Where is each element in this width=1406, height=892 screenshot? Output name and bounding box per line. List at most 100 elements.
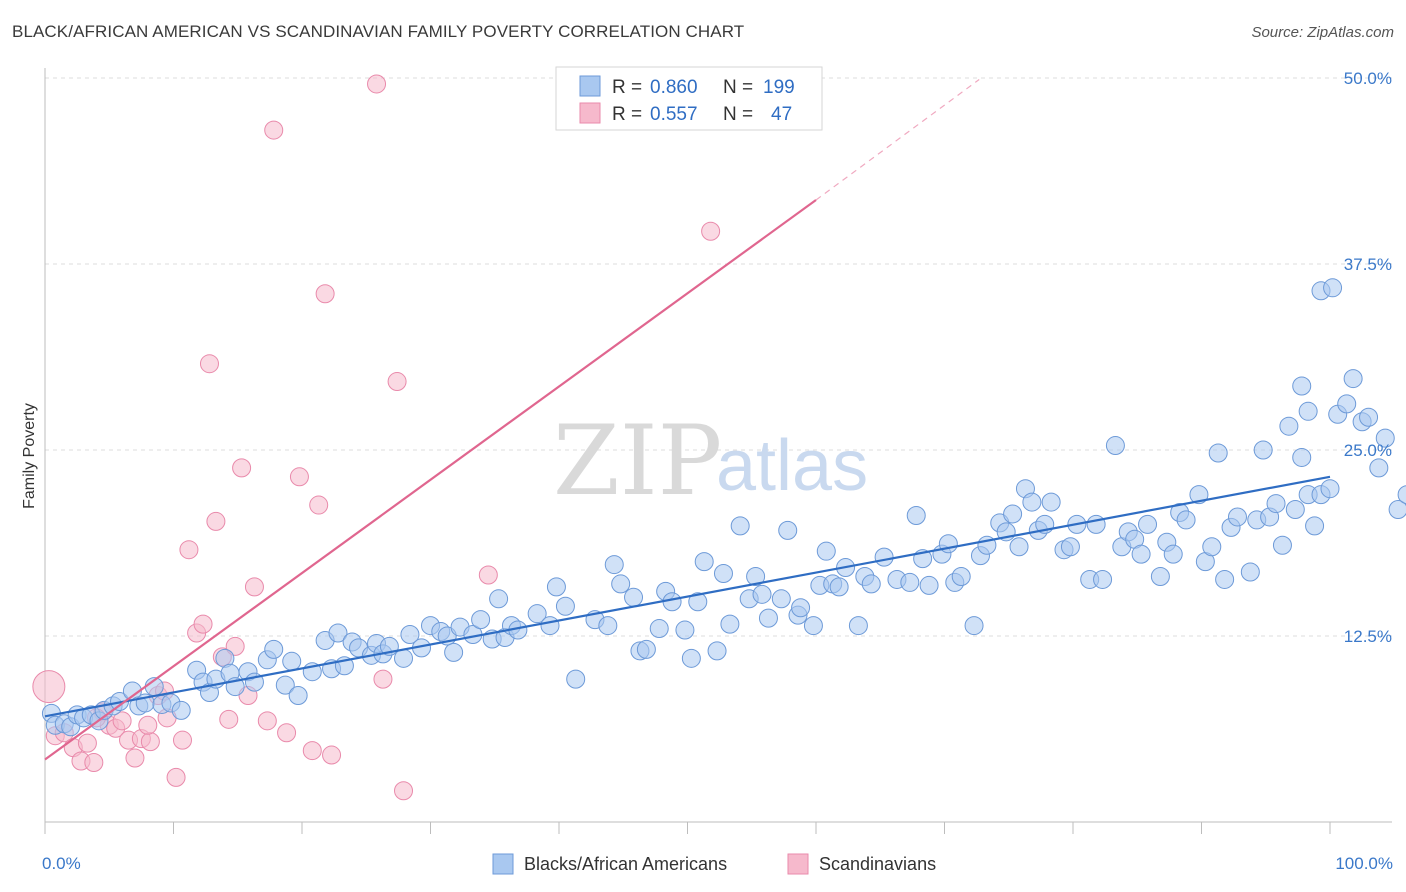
black-african-american-points xyxy=(41,278,1406,737)
gridlines xyxy=(45,77,1392,637)
black-african-american-point xyxy=(1323,278,1343,298)
black-african-american-point xyxy=(906,505,926,525)
legend-n-value-1: 199 xyxy=(763,77,795,98)
chart-title: BLACK/AFRICAN AMERICAN VS SCANDINAVIAN F… xyxy=(12,22,745,41)
black-african-american-point xyxy=(1215,569,1235,589)
scandinavian-point xyxy=(77,733,97,753)
watermark-atlas: atlas xyxy=(716,426,868,506)
scandinavian-point xyxy=(289,467,309,487)
watermark-zip: ZIP xyxy=(553,405,722,517)
scandinavian-point xyxy=(322,745,342,765)
bottom-legend-swatch-blue xyxy=(492,853,514,875)
source-label: Source: ZipAtlas.com xyxy=(1251,24,1394,41)
scandinavian-point xyxy=(199,354,219,374)
black-african-american-point xyxy=(444,642,464,662)
black-african-american-point xyxy=(471,610,491,630)
scandinavian-points xyxy=(32,74,721,801)
black-african-american-point xyxy=(662,592,682,612)
scandinavian-point xyxy=(367,74,387,94)
y-tick-label: 50.0% xyxy=(1344,69,1392,88)
scandinavian-point xyxy=(112,711,132,731)
black-african-american-point xyxy=(778,520,798,540)
x-tick-label: 100.0% xyxy=(1335,854,1393,873)
scandinavian-point xyxy=(701,221,721,241)
black-african-american-point xyxy=(951,566,971,586)
bottom-legend-label-pink: Scandinavians xyxy=(819,854,936,874)
black-african-american-point xyxy=(328,623,348,643)
y-axis-label: Family Poverty xyxy=(21,403,38,509)
bottom-legend-swatch-pink xyxy=(787,853,809,875)
black-african-american-point xyxy=(791,598,811,618)
black-african-american-point xyxy=(1375,428,1395,448)
black-african-american-point xyxy=(1285,500,1305,520)
black-african-american-point xyxy=(288,686,308,706)
scandinavian-point xyxy=(302,741,322,761)
scandinavian-point xyxy=(264,120,284,140)
black-african-american-point xyxy=(900,572,920,592)
black-african-american-point xyxy=(1298,401,1318,421)
black-african-american-point xyxy=(919,575,939,595)
black-african-american-point xyxy=(598,616,618,636)
black-african-american-point xyxy=(752,584,772,604)
black-african-american-point xyxy=(611,574,631,594)
black-african-american-point xyxy=(1337,394,1357,414)
black-african-american-point xyxy=(675,620,695,640)
black-african-american-point xyxy=(546,577,566,597)
black-african-american-point xyxy=(540,616,560,636)
trendlines xyxy=(44,79,1331,761)
scandinavian-point xyxy=(172,730,192,750)
bottom-legend-label-blue: Blacks/African Americans xyxy=(524,854,727,874)
black-african-american-point xyxy=(489,589,509,609)
y-tick-label: 25.0% xyxy=(1344,441,1392,460)
black-african-american-point xyxy=(771,589,791,609)
black-african-american-point xyxy=(1138,514,1158,534)
scandinavian-point xyxy=(140,732,160,752)
scandinavian-point xyxy=(166,767,186,787)
black-african-american-point xyxy=(1272,535,1292,555)
black-african-american-point xyxy=(1253,440,1273,460)
black-african-american-point xyxy=(1359,407,1379,427)
scandinavian-point xyxy=(277,723,297,743)
black-african-american-point xyxy=(400,625,420,645)
black-african-american-point xyxy=(1041,492,1061,512)
scandinavian-point xyxy=(138,715,158,735)
x-tick-labels: 0.0% 100.0% xyxy=(42,854,1393,873)
black-african-american-point xyxy=(1022,492,1042,512)
watermark: ZIP atlas xyxy=(553,405,868,517)
black-african-american-point xyxy=(707,641,727,661)
black-african-american-point xyxy=(874,547,894,567)
scandinavian-point xyxy=(219,709,239,729)
black-african-american-point xyxy=(527,604,547,624)
black-african-american-point xyxy=(681,648,701,668)
black-african-american-point xyxy=(758,608,778,628)
scandinavian-point xyxy=(84,752,104,772)
pink-trendline xyxy=(44,199,817,761)
black-african-american-point xyxy=(688,592,708,612)
scandinavian-point xyxy=(257,711,277,731)
scandinavian-point xyxy=(309,495,329,515)
legend-r-value-1: 0.860 xyxy=(650,77,698,98)
black-african-american-point xyxy=(624,587,644,607)
legend-swatch-pink xyxy=(579,102,601,124)
black-african-american-point xyxy=(720,614,740,634)
black-african-american-point xyxy=(394,648,414,668)
bottom-legend: Blacks/African Americans Scandinavians xyxy=(492,853,936,875)
legend-r-label-1: R = xyxy=(612,77,642,98)
scandinavian-point xyxy=(206,511,226,531)
black-african-american-point xyxy=(694,552,714,572)
black-african-american-point xyxy=(555,596,575,616)
legend-n-value-2: 47 xyxy=(771,104,792,125)
black-african-american-point xyxy=(1388,500,1406,520)
scandinavian-point xyxy=(179,540,199,560)
black-african-american-point xyxy=(649,619,669,639)
scandinavian-point xyxy=(244,577,264,597)
scandinavian-point xyxy=(394,781,414,801)
black-african-american-point xyxy=(282,651,302,671)
black-african-american-point xyxy=(1305,516,1325,536)
black-african-american-point xyxy=(1009,537,1029,557)
black-african-american-point xyxy=(1060,537,1080,557)
black-african-american-point xyxy=(861,574,881,594)
black-african-american-point xyxy=(848,616,868,636)
black-african-american-point xyxy=(1292,447,1312,467)
